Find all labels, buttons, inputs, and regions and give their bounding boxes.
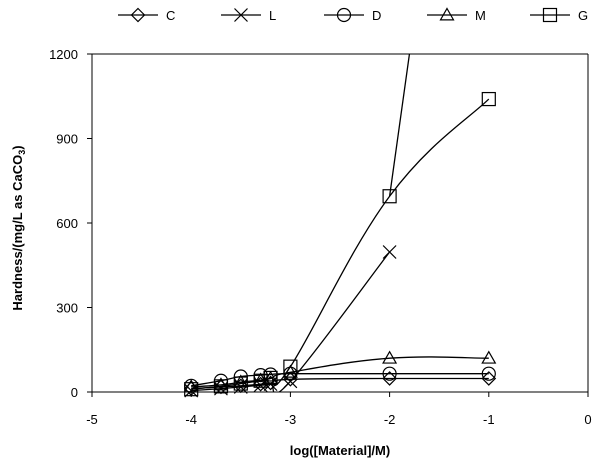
point-m <box>233 374 249 388</box>
legend-item-g: G <box>530 7 588 23</box>
point-g <box>184 382 199 397</box>
legend-label-c: C <box>166 8 175 23</box>
legend-marker-l <box>234 8 248 22</box>
point-l <box>382 245 397 259</box>
x-axis-title: log([Material]/M) <box>290 443 390 458</box>
point-c <box>481 371 497 386</box>
x-tick-label: -5 <box>86 412 98 427</box>
point-m <box>382 350 398 364</box>
point-m <box>282 364 298 378</box>
y-axis-title: Hardness/(mg/L as CaCO3) <box>10 145 27 310</box>
point-m <box>481 350 497 364</box>
point-l-stroke-b <box>184 383 199 398</box>
series-lines <box>191 54 490 392</box>
point-g <box>233 376 248 391</box>
y-tick-label: 900 <box>56 132 78 147</box>
point-l <box>184 383 199 398</box>
legend-item-c: C <box>118 7 175 23</box>
y-axis-title-subscript: 3 <box>17 150 27 155</box>
point-g <box>253 373 268 388</box>
y-tick-label: 1200 <box>49 47 78 62</box>
point-m <box>183 379 199 393</box>
legend-marker-m <box>439 7 455 21</box>
point-g <box>263 370 278 386</box>
legend-item-d: D <box>324 7 381 23</box>
point-c <box>382 371 397 386</box>
legend-item-l: L <box>221 8 276 23</box>
legend-label-l: L <box>269 8 276 23</box>
x-tick-label: -2 <box>384 412 396 427</box>
y-axis-title-suffix: ) <box>10 145 25 149</box>
legend-label-d: D <box>372 8 381 23</box>
point-m <box>213 377 229 391</box>
point-l-stroke-b <box>382 245 397 259</box>
x-tick-label: 0 <box>584 412 591 427</box>
y-tick-label: 300 <box>56 301 78 316</box>
point-d <box>481 366 496 381</box>
legend-marker-d <box>336 7 352 23</box>
point-g <box>481 91 496 107</box>
y-tick-label: 0 <box>71 385 78 400</box>
axes <box>87 53 589 397</box>
legend-marker-c <box>130 7 146 23</box>
plot-area <box>87 53 589 398</box>
x-tick-label: -3 <box>285 412 297 427</box>
y-tick-label: 600 <box>56 216 78 231</box>
x-tick-labels: -5 -4 -3 -2 -1 0 <box>86 412 591 427</box>
legend-marker-g <box>542 7 558 23</box>
legend-marker-l-stroke-b <box>234 8 248 22</box>
point-g <box>283 359 298 374</box>
y-tick-labels: 0 300 600 900 1200 <box>49 47 78 400</box>
series-line-g-extension <box>388 54 411 197</box>
x-tick-label: -4 <box>185 412 197 427</box>
point-d <box>382 366 397 381</box>
point-g <box>382 189 397 204</box>
point-g <box>213 379 229 394</box>
point-c <box>263 375 278 391</box>
legend-label-m: M <box>475 8 486 23</box>
series-markers <box>183 91 497 398</box>
x-tick-label: -1 <box>483 412 495 427</box>
legend-label-g: G <box>578 8 588 23</box>
y-axis-title-prefix: Hardness/(mg/L as CaCO <box>10 155 25 311</box>
legend-item-m: M <box>427 7 486 23</box>
series-line-g <box>191 98 490 390</box>
